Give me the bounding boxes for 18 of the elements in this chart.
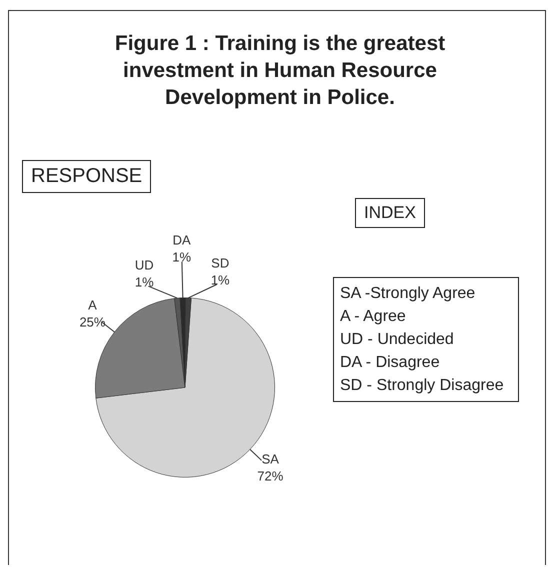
slice-label: DA <box>172 232 191 248</box>
text: A - Agree <box>340 307 407 327</box>
text: SA -Strongly Agree <box>340 284 476 304</box>
chart-title: Figure 1 : Training is the greatest investment in Human Resource Development in Police. <box>114 31 446 111</box>
data-label: 1% <box>172 249 192 264</box>
data-label: 1% <box>134 274 154 290</box>
text: DA - Disagree <box>340 353 441 373</box>
slice-label: A <box>88 297 98 312</box>
data-label: 1% <box>210 272 230 288</box>
data-label: 25% <box>79 314 106 330</box>
text: INDEX <box>355 198 425 228</box>
text: UD - Undecided <box>340 330 455 350</box>
slice-label: SD <box>211 256 230 271</box>
text: SD - Strongly Disagree <box>340 376 505 396</box>
data-label: 72% <box>257 468 284 484</box>
slice-label: SA <box>262 451 280 466</box>
text: RESPONSE <box>22 160 152 193</box>
slice-label: UD <box>134 257 154 272</box>
